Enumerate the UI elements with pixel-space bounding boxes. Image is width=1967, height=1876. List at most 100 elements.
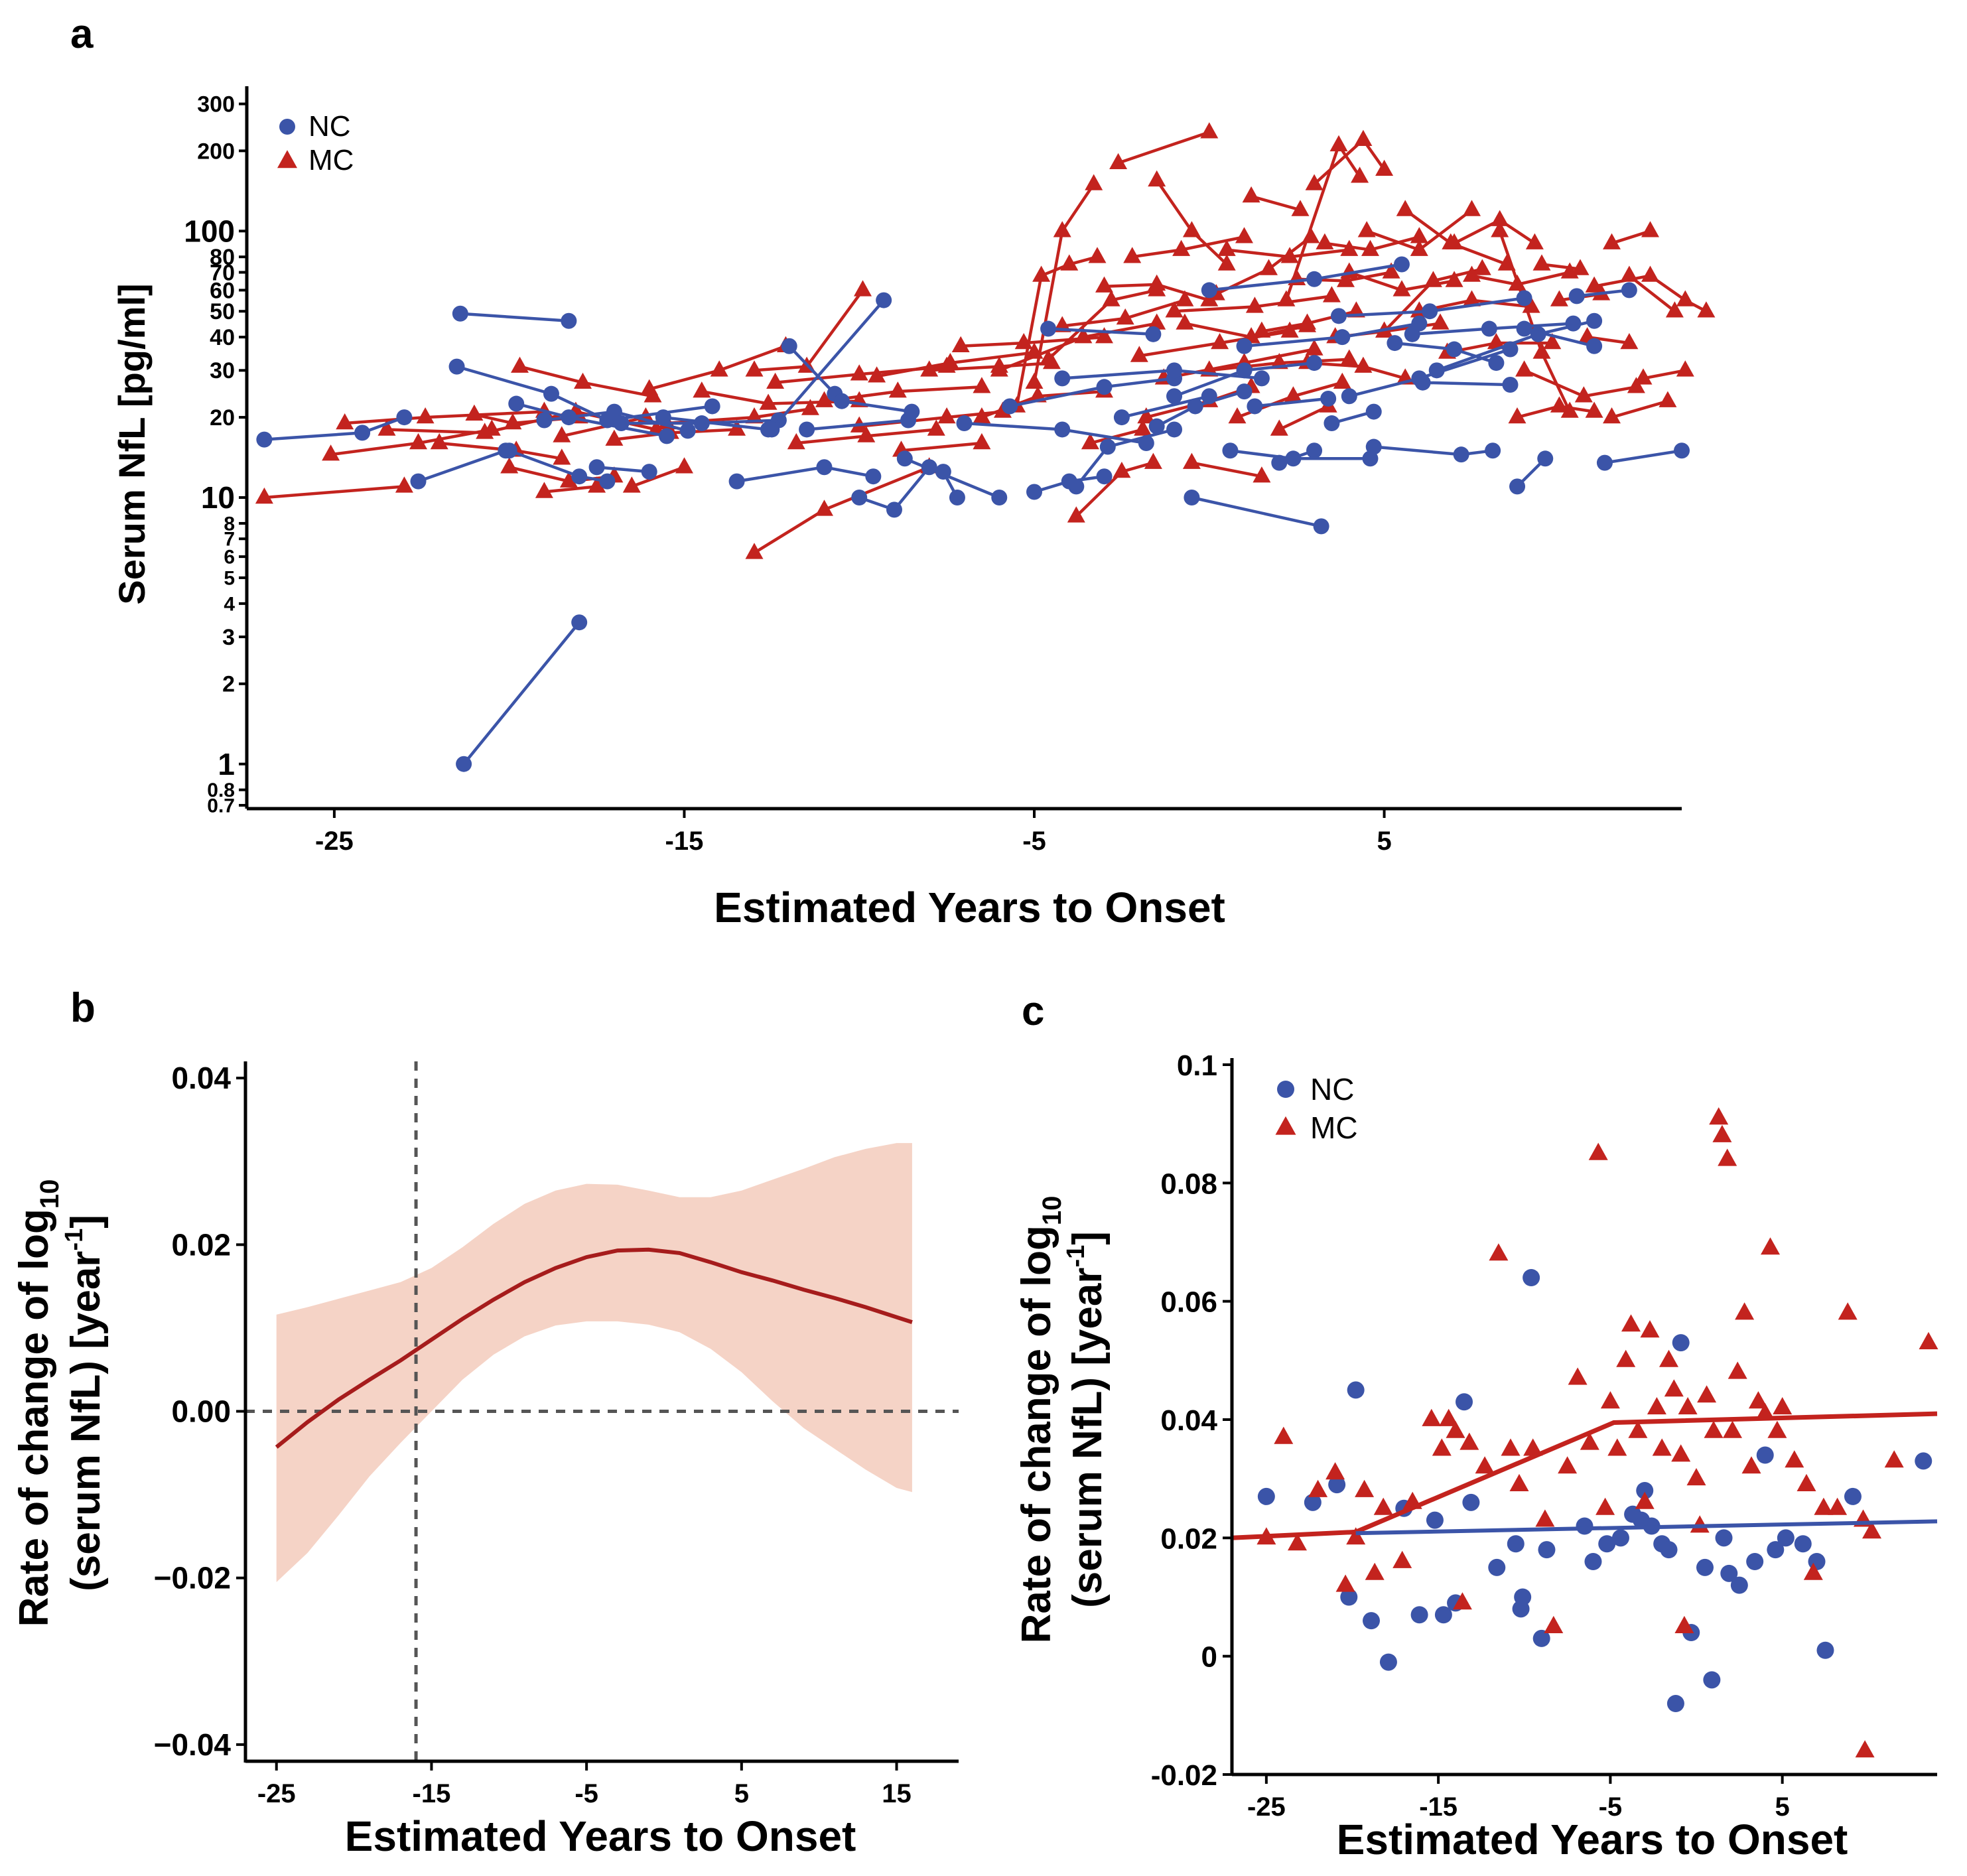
data-point: [1039, 349, 1057, 366]
y-axis-title-subscript: 10: [1038, 1196, 1067, 1226]
data-point: [1134, 419, 1152, 436]
data-point: [1144, 452, 1162, 469]
data-point: [410, 473, 427, 490]
legend-label-mc: MC: [308, 144, 354, 176]
trajectory-line: [1643, 369, 1686, 380]
data-point: [1660, 1541, 1678, 1559]
series-nc: [1257, 1269, 1933, 1712]
trajectory-line: [753, 466, 930, 555]
x-tick-label: -15: [1419, 1792, 1458, 1822]
data-point: [1475, 1456, 1495, 1474]
data-point: [1697, 1385, 1717, 1403]
data-point: [886, 502, 902, 518]
legend: NC MC: [1275, 1072, 1358, 1145]
x-axis-title: Estimated Years to Onset: [714, 884, 1225, 931]
data-point: [951, 336, 970, 352]
data-point: [1445, 233, 1463, 249]
data-point: [553, 426, 571, 442]
data-point: [1095, 276, 1113, 293]
data-point: [1761, 1237, 1780, 1255]
data-point: [1491, 221, 1509, 237]
data-point: [1816, 1641, 1834, 1659]
data-point: [745, 360, 764, 377]
data-point: [1463, 200, 1481, 216]
data-point: [1445, 271, 1463, 287]
data-point: [1236, 338, 1253, 354]
data-point: [973, 433, 991, 450]
data-point: [728, 473, 745, 490]
data-point: [640, 379, 659, 395]
data-point: [1678, 1397, 1698, 1415]
data-point: [1322, 286, 1341, 302]
data-point: [1313, 518, 1329, 535]
data-point: [336, 413, 354, 430]
data-point: [1446, 341, 1463, 358]
data-point: [574, 372, 592, 389]
data-point: [1487, 333, 1505, 350]
data-point: [1306, 442, 1323, 459]
data-point: [876, 292, 892, 308]
panel-letter-a: a: [70, 11, 94, 57]
data-point: [1509, 1473, 1529, 1491]
data-point: [409, 433, 427, 450]
data-point: [1574, 386, 1593, 403]
data-point: [1814, 1497, 1834, 1515]
trajectory-line: [1255, 397, 1329, 408]
data-point: [1481, 320, 1497, 337]
y-axis-title-line1: Rate of change of log10: [1014, 1196, 1067, 1644]
x-tick-label: -25: [257, 1779, 296, 1808]
data-point: [956, 415, 973, 432]
data-point: [1270, 419, 1288, 436]
data-point: [1803, 1562, 1823, 1580]
data-point: [476, 423, 494, 439]
panel-letter-b: b: [70, 985, 96, 1031]
data-point: [1558, 1456, 1578, 1474]
data-point: [1785, 1450, 1804, 1468]
data-point: [599, 473, 616, 490]
data-point: [1328, 1476, 1346, 1494]
data-point: [1748, 1391, 1768, 1409]
data-point: [1253, 321, 1271, 338]
data-point: [745, 407, 764, 424]
data-point: [1501, 1438, 1521, 1456]
data-point: [1838, 1302, 1858, 1320]
trajectory-line: [1117, 131, 1210, 165]
data-point: [1773, 1397, 1793, 1415]
data-point: [1516, 320, 1532, 337]
data-point: [1053, 221, 1071, 237]
data-point: [1361, 239, 1379, 256]
data-point: [1354, 129, 1373, 146]
y-tick-label: 5: [224, 567, 235, 589]
data-point: [1525, 233, 1544, 249]
data-point: [1728, 1361, 1747, 1379]
trajectory-line: [1587, 335, 1630, 345]
data-point: [1277, 290, 1296, 306]
data-point: [1855, 1740, 1875, 1758]
data-point: [973, 377, 991, 393]
trajectory-line: [1523, 369, 1637, 398]
data-point: [1026, 484, 1043, 500]
legend-label-mc: MC: [1310, 1110, 1358, 1145]
data-point: [1585, 401, 1603, 418]
data-point: [815, 500, 833, 516]
data-point: [1200, 122, 1219, 139]
data-point: [1392, 280, 1411, 297]
data-point: [559, 471, 578, 488]
data-point: [1641, 221, 1659, 237]
data-point: [1595, 1497, 1615, 1515]
trajectory-line: [1089, 428, 1144, 445]
data-point: [1166, 421, 1183, 438]
data-point: [1201, 282, 1217, 299]
data-point: [764, 421, 780, 438]
data-point: [1316, 233, 1334, 249]
data-point: [1040, 320, 1057, 337]
trajectory-line: [1373, 445, 1493, 456]
data-point: [1507, 1535, 1525, 1553]
data-point: [605, 429, 624, 446]
x-tick-label: -5: [575, 1779, 598, 1808]
x-tick-label: 5: [1377, 827, 1391, 856]
data-point: [377, 419, 396, 436]
y-axis-title: Serum NfL [pg/ml]: [111, 283, 153, 604]
trajectory-line: [631, 466, 685, 488]
x-tick-label: -5: [1022, 827, 1046, 856]
